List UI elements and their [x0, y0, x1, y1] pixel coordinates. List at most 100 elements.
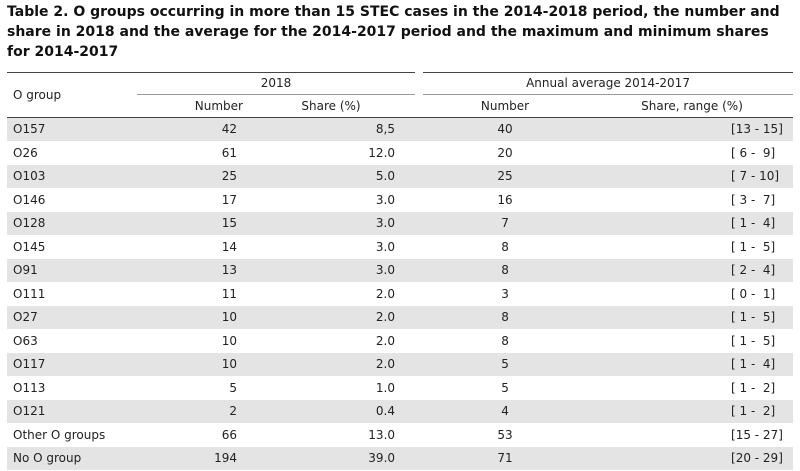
header-o-group: O group [7, 72, 137, 118]
cell-share-range: [ 6 - 9] [591, 141, 794, 165]
cell-number-2018: 14 [137, 235, 243, 259]
cell-share-2018: 5.0 [243, 164, 420, 189]
cell-share-range: [13 - 15] [591, 117, 794, 142]
table-body: O157 42 8,5 40 [13 - 15] O26 61 12.0 20[ 6 - 9] O… [7, 117, 794, 471]
cell-share-2018: 2.0 [243, 329, 420, 353]
cell-share-2018: 39.0 [243, 446, 420, 471]
cell-share-range: [ 1 - 4] [591, 211, 794, 236]
cell-number-avg: 53 [419, 423, 592, 447]
table-row: O146 17 3.0 16[ 3 - 7] [7, 188, 794, 212]
header-row-groups: O group 2018 Annual average 2014-2017 [7, 72, 794, 118]
cell-number-2018: 194 [137, 446, 243, 471]
cell-share-2018: 3.0 [243, 258, 420, 283]
cell-o-group: O26 [7, 141, 137, 165]
cell-number-2018: 10 [137, 329, 243, 353]
header-number-2018: Number [137, 94, 243, 118]
header-number-avg: Number [419, 94, 592, 118]
table-row: O113 5 1.0 5[ 1 - 2] [7, 376, 794, 400]
cell-o-group: O157 [7, 117, 137, 142]
data-table: O group 2018 Annual average 2014-2017 Nu… [7, 72, 794, 471]
cell-number-2018: 66 [137, 423, 243, 447]
cell-share-2018: 3.0 [243, 188, 420, 212]
cell-share-range: [ 7 - 10] [591, 164, 794, 189]
cell-number-avg: 7 [419, 211, 592, 236]
table-caption: Table 2. O groups occurring in more than… [7, 4, 780, 60]
cell-share-range: [ 1 - 4] [591, 352, 794, 377]
cell-o-group: O121 [7, 399, 137, 424]
table-row: O145 14 3.0 8[ 1 - 5] [7, 235, 794, 259]
header-share-2018: Share (%) [243, 94, 420, 118]
cell-share-range: [ 1 - 5] [591, 235, 794, 259]
cell-share-2018: 1.0 [243, 376, 420, 400]
cell-number-2018: 15 [137, 211, 243, 236]
cell-share-range: [ 1 - 2] [591, 399, 794, 424]
cell-share-range: [20 - 29] [591, 446, 794, 471]
cell-share-2018: 13.0 [243, 423, 420, 447]
cell-number-avg: 3 [419, 282, 592, 306]
cell-share-range: [ 0 - 1] [591, 282, 794, 306]
cell-share-2018: 3.0 [243, 235, 420, 259]
cell-number-2018: 10 [137, 305, 243, 330]
cell-o-group: O111 [7, 282, 137, 306]
table-row: No O group 194 39.0 71 [20 - 29] [7, 446, 794, 471]
cell-number-2018: 25 [137, 164, 243, 189]
cell-number-2018: 11 [137, 282, 243, 306]
table-row: O157 42 8,5 40 [13 - 15] [7, 117, 794, 142]
table-row: O103 25 5.0 25[ 7 - 10] [7, 164, 794, 189]
cell-number-avg: 8 [419, 305, 592, 330]
cell-o-group: O128 [7, 211, 137, 236]
cell-o-group: O146 [7, 188, 137, 212]
cell-o-group: O27 [7, 305, 137, 330]
cell-o-group: O91 [7, 258, 137, 283]
cell-number-2018: 17 [137, 188, 243, 212]
cell-o-group: O63 [7, 329, 137, 353]
cell-share-2018: 2.0 [243, 352, 420, 377]
cell-number-avg: 8 [419, 329, 592, 353]
cell-number-avg: 25 [419, 164, 592, 189]
cell-number-2018: 10 [137, 352, 243, 377]
cell-number-2018: 5 [137, 376, 243, 400]
cell-number-avg: 5 [419, 352, 592, 377]
header-share-range: Share, range (%) [591, 94, 794, 118]
header-2018: 2018 [137, 72, 420, 95]
cell-o-group: No O group [7, 446, 137, 471]
cell-share-2018: 8,5 [243, 117, 420, 142]
cell-number-avg: 40 [419, 117, 592, 142]
cell-share-2018: 2.0 [243, 305, 420, 330]
cell-number-2018: 13 [137, 258, 243, 283]
cell-number-2018: 61 [137, 141, 243, 165]
cell-number-2018: 42 [137, 117, 243, 142]
cell-number-avg: 8 [419, 235, 592, 259]
cell-share-2018: 2.0 [243, 282, 420, 306]
cell-share-2018: 3.0 [243, 211, 420, 236]
cell-o-group: O103 [7, 164, 137, 189]
cell-o-group: O113 [7, 376, 137, 400]
header-row-columns: Number Share (%) Number Share, range (%) [7, 94, 794, 118]
table-row: Other O groups 66 13.0 53 [15 - 27] [7, 423, 794, 447]
table-row: O117 10 2.0 5[ 1 - 4] [7, 352, 794, 377]
table-row: O111 11 2.0 3[ 0 - 1] [7, 282, 794, 306]
cell-number-avg: 4 [419, 399, 592, 424]
cell-share-range: [ 1 - 5] [591, 305, 794, 330]
cell-o-group: O145 [7, 235, 137, 259]
cell-share-range: [ 1 - 2] [591, 376, 794, 400]
cell-number-avg: 20 [419, 141, 592, 165]
cell-share-2018: 0.4 [243, 399, 420, 424]
header-annual-average: Annual average 2014-2017 [415, 72, 794, 95]
table-row: O63 10 2.0 8[ 1 - 5] [7, 329, 794, 353]
cell-o-group: Other O groups [7, 423, 137, 447]
cell-share-range: [ 3 - 7] [591, 188, 794, 212]
table-row: O91 13 3.0 8[ 2 - 4] [7, 258, 794, 283]
cell-share-range: [ 1 - 5] [591, 329, 794, 353]
table-row: O121 2 0.4 4[ 1 - 2] [7, 399, 794, 424]
cell-number-avg: 8 [419, 258, 592, 283]
table-row: O128 15 3.0 7[ 1 - 4] [7, 211, 794, 236]
cell-number-avg: 71 [419, 446, 592, 471]
table-row: O27 10 2.0 8[ 1 - 5] [7, 305, 794, 330]
cell-number-2018: 2 [137, 399, 243, 424]
table-row: O26 61 12.0 20[ 6 - 9] [7, 141, 794, 165]
cell-share-range: [ 2 - 4] [591, 258, 794, 283]
cell-share-2018: 12.0 [243, 141, 420, 165]
cell-o-group: O117 [7, 352, 137, 377]
cell-number-avg: 16 [419, 188, 592, 212]
